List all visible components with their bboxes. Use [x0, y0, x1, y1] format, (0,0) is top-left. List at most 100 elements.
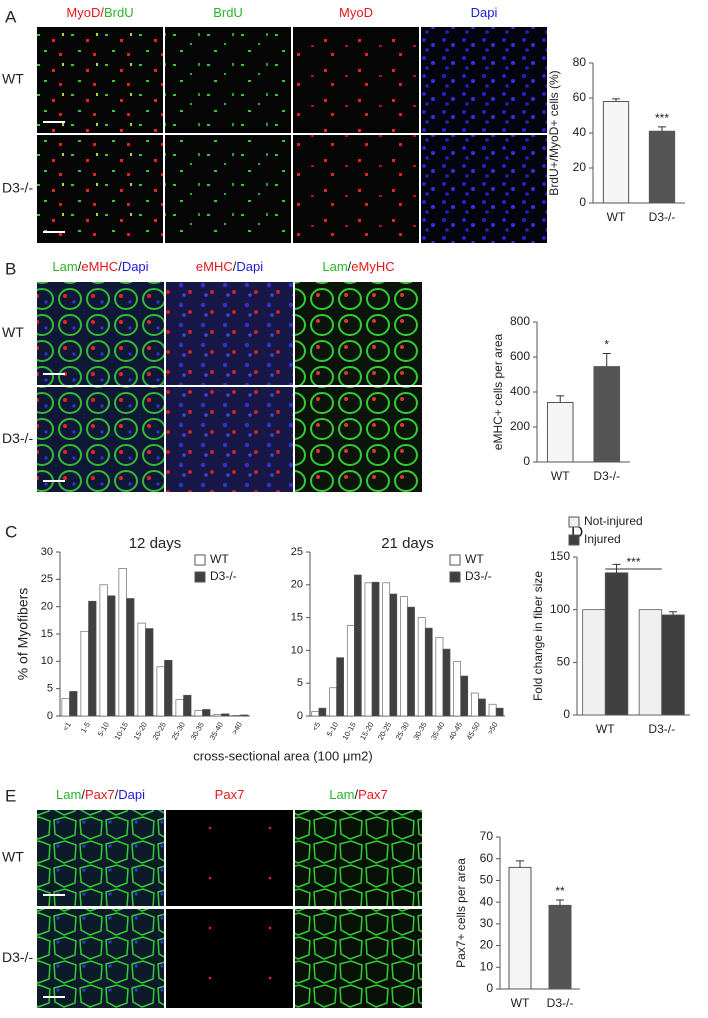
y-tick-label: 600 — [510, 349, 530, 363]
scale-bar — [43, 373, 65, 375]
column-header: Dapi — [471, 5, 498, 20]
bar — [137, 622, 146, 717]
x-tick-label: D3-/- — [649, 210, 676, 224]
y-tick-label: 80 — [573, 55, 587, 69]
bar — [88, 600, 97, 717]
bar — [175, 699, 184, 717]
bar — [232, 715, 241, 717]
y-tick-label: 0 — [47, 710, 53, 722]
significance: *** — [655, 111, 669, 125]
y-axis-label: Fold change in fiber size — [531, 571, 545, 701]
legend-swatch — [449, 554, 461, 566]
micrograph — [37, 135, 163, 243]
bar — [61, 698, 70, 717]
x-tick-label: 45-50 — [464, 720, 481, 741]
y-axis-label: Pax7+ cells per area — [454, 858, 468, 968]
bar — [145, 628, 154, 717]
bar — [435, 636, 444, 717]
row-label: D3-/- — [2, 949, 33, 965]
y-axis-label: eMHC+ cells per area — [491, 333, 505, 450]
bar — [389, 593, 398, 717]
y-tick-label: 30 — [480, 916, 494, 930]
x-tick-label: WT — [511, 996, 530, 1010]
micrograph — [295, 387, 422, 492]
y-tick-label: 60 — [573, 90, 587, 104]
header-part: / — [355, 787, 359, 802]
bar — [336, 657, 344, 717]
header-part: Lam — [56, 787, 81, 802]
row-label: D3-/- — [2, 180, 33, 196]
scale-bar — [43, 996, 65, 998]
scale-bar — [43, 480, 65, 482]
bar — [546, 402, 574, 463]
panel-letter: C — [5, 522, 17, 541]
header-part: Pax7 — [215, 787, 245, 802]
micrograph — [166, 387, 293, 492]
y-tick-label: 20 — [291, 579, 303, 591]
header-part: eMyHC — [351, 259, 394, 274]
column-header: Lam/Pax7/Dapi — [56, 787, 145, 802]
micrograph — [37, 27, 163, 133]
micrograph — [421, 135, 547, 243]
y-tick-label: 0 — [486, 981, 493, 995]
x-tick-label: D3-/- — [648, 722, 675, 736]
legend-swatch — [568, 516, 580, 528]
bar — [126, 598, 135, 717]
column-header: Lam/eMHC/Dapi — [52, 259, 148, 274]
bar — [508, 866, 532, 990]
legend-label: WT — [210, 552, 229, 566]
x-tick-label: WT — [596, 722, 615, 736]
x-tick-label: 5-10 — [325, 720, 340, 738]
bar — [164, 659, 173, 717]
x-tick-label: 35-40 — [208, 720, 225, 741]
column-header: MyoD/BrdU — [66, 5, 133, 20]
micrograph — [293, 135, 419, 243]
y-tick-label: 0 — [579, 195, 586, 209]
header-part: Dapi — [118, 787, 145, 802]
y-axis-label: BrdU+/MyoD+ cells (%) — [547, 70, 561, 195]
header-part: eMHC — [81, 259, 118, 274]
row-label: WT — [2, 71, 24, 87]
significance: * — [604, 338, 609, 352]
x-tick-label: D3-/- — [547, 996, 574, 1010]
legend-swatch — [194, 554, 206, 566]
x-tick-label: <5 — [310, 720, 322, 732]
bar — [318, 707, 327, 717]
legend-swatch — [449, 571, 461, 583]
y-tick-label: 400 — [510, 384, 530, 398]
scale-bar — [43, 121, 65, 123]
micrograph — [295, 909, 422, 1008]
panel-letter: A — [5, 7, 17, 26]
legend-label: Not-injured — [584, 514, 643, 528]
header-part: / — [100, 5, 104, 20]
y-tick-label: 20 — [573, 160, 587, 174]
bar — [604, 572, 629, 716]
header-part: / — [81, 787, 85, 802]
bar — [442, 648, 451, 717]
x-tick-label: 30-35 — [411, 720, 428, 741]
y-tick-label: 0 — [563, 707, 570, 721]
y-tick-label: 25 — [41, 573, 53, 585]
y-tick-label: 0 — [523, 454, 530, 468]
micrograph — [166, 909, 293, 1008]
bar — [311, 711, 320, 717]
bar — [424, 627, 433, 717]
y-axis-label: % of Myofibers — [15, 588, 31, 681]
x-tick-label: D3-/- — [593, 469, 620, 483]
header-part: Pax7 — [85, 787, 115, 802]
bar — [471, 692, 479, 717]
chart-title: 21 days — [381, 535, 434, 552]
x-tick-label: 20-25 — [151, 720, 168, 741]
column-header: BrdU — [213, 5, 243, 20]
bar — [107, 595, 116, 717]
bar — [156, 666, 165, 717]
y-tick-label: 5 — [47, 683, 53, 695]
y-tick-label: 40 — [480, 894, 494, 908]
y-tick-label: 100 — [550, 602, 570, 616]
column-header: MyoD — [339, 5, 373, 20]
y-tick-label: 150 — [550, 549, 570, 563]
header-part: / — [118, 259, 122, 274]
y-tick-label: 200 — [510, 419, 530, 433]
micrograph — [37, 810, 164, 906]
x-tick-label: 35-40 — [429, 720, 446, 741]
